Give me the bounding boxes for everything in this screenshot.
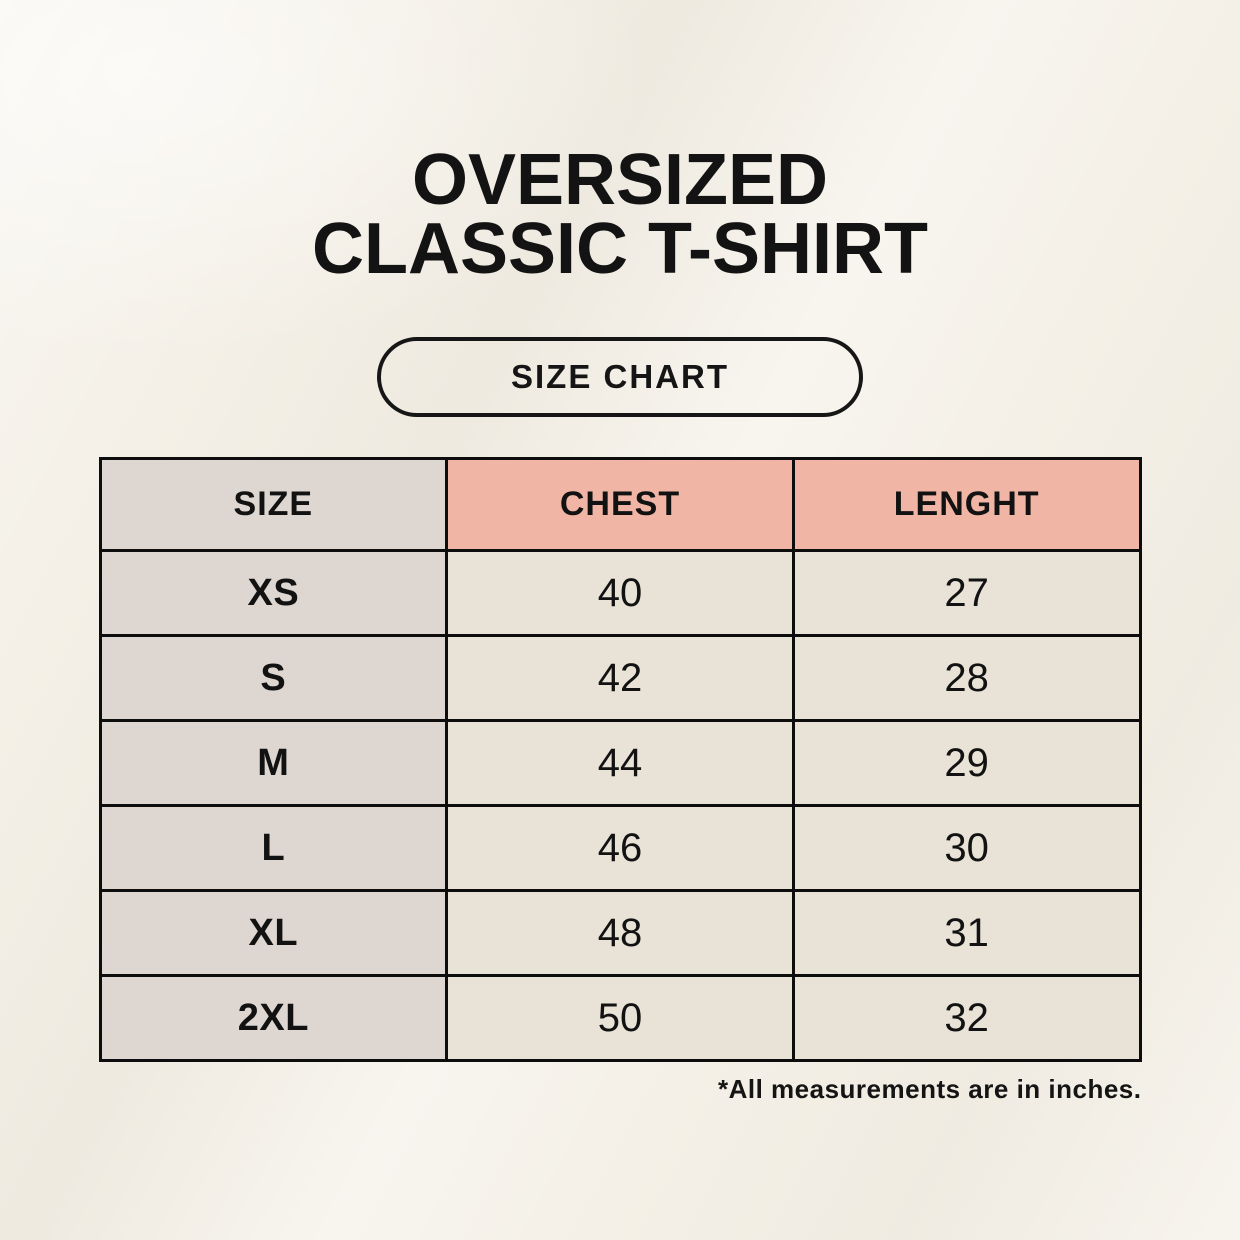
lenght-cell: 28 — [791, 634, 1142, 722]
table-row: 2XL 50 32 — [98, 974, 1142, 1062]
table-row: XL 48 31 — [98, 889, 1142, 977]
size-table-body: XS 40 27 S 42 28 M 44 29 L 46 30 XL 48 31 2XL 50 32 — [98, 549, 1142, 1062]
size-cell: L — [98, 804, 449, 892]
lenght-cell: 32 — [791, 974, 1142, 1062]
size-chart-badge-label: SIZE CHART — [511, 358, 729, 395]
lenght-cell: 29 — [791, 719, 1142, 807]
column-header-chest: CHEST — [445, 457, 795, 552]
size-table-header: SIZE CHEST LENGHT — [98, 457, 1142, 552]
table-row: L 46 30 — [98, 804, 1142, 892]
table-header-row: SIZE CHEST LENGHT — [98, 457, 1142, 552]
lenght-cell: 27 — [791, 549, 1142, 637]
lenght-cell: 30 — [791, 804, 1142, 892]
size-cell: XL — [98, 889, 449, 977]
size-cell: XS — [98, 549, 449, 637]
size-cell: 2XL — [98, 974, 449, 1062]
table-row: M 44 29 — [98, 719, 1142, 807]
size-table: SIZE CHEST LENGHT XS 40 27 S 42 28 M 44 29 L 46 30 X… — [98, 457, 1142, 1062]
column-header-lenght: LENGHT — [791, 457, 1142, 552]
size-cell: M — [98, 719, 449, 807]
measurements-note: *All measurements are in inches. — [717, 1074, 1142, 1104]
chest-cell: 46 — [445, 804, 795, 892]
chest-cell: 42 — [445, 634, 795, 722]
lenght-cell: 31 — [791, 889, 1142, 977]
table-row: S 42 28 — [98, 634, 1142, 722]
page-title-line-1: OVERSIZED — [411, 140, 829, 220]
column-header-size: SIZE — [98, 457, 449, 552]
size-cell: S — [98, 634, 449, 722]
chest-cell: 50 — [445, 974, 795, 1062]
page-title-line-2: CLASSIC T-SHIRT — [311, 209, 928, 289]
page-title: OVERSIZED CLASSIC T-SHIRT — [0, 140, 1240, 289]
chest-cell: 48 — [445, 889, 795, 977]
table-row: XS 40 27 — [98, 549, 1142, 637]
chest-cell: 44 — [445, 719, 795, 807]
chest-cell: 40 — [445, 549, 795, 637]
size-chart-badge: SIZE CHART — [377, 337, 863, 417]
